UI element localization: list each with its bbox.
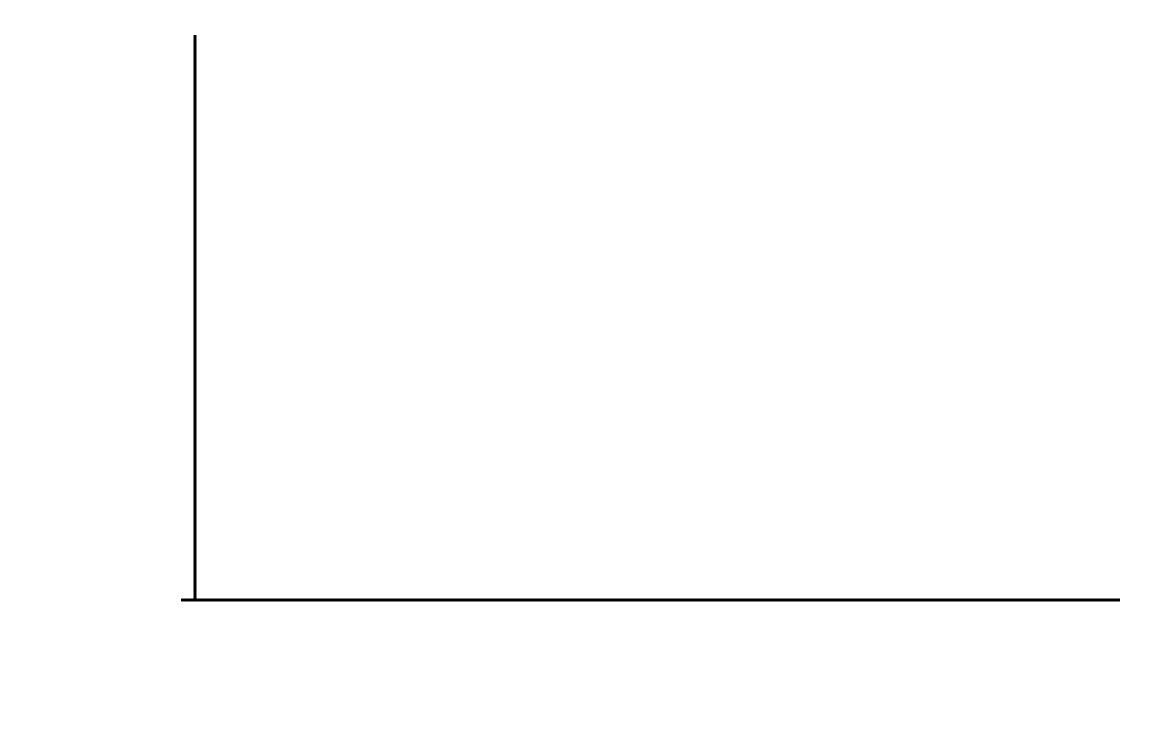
line-chart xyxy=(0,0,1165,743)
chart-container xyxy=(0,0,1165,743)
